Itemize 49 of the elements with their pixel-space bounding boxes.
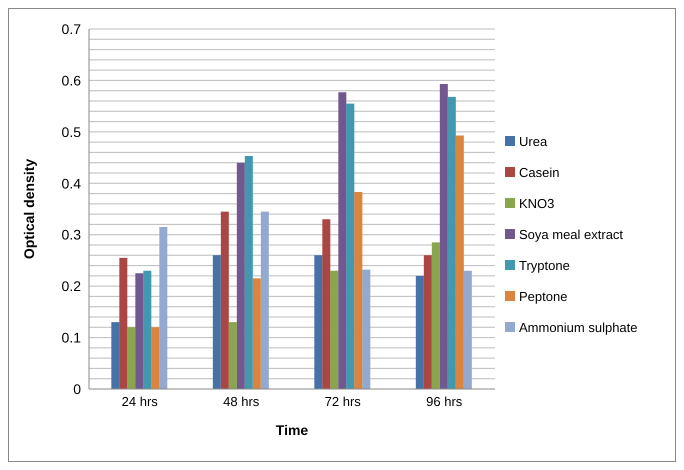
bar [464,270,472,389]
x-axis-title: Time [276,422,308,438]
bar [440,84,448,389]
bar [127,327,136,389]
bar [346,104,354,389]
legend-label: Tryptone [519,258,570,272]
x-tick-label: 48 hrs [223,394,260,410]
bar [354,192,362,389]
bar [314,255,322,389]
y-tick-label: 0 [73,380,82,397]
y-tick-label: 0.1 [62,330,82,346]
bar [448,96,456,389]
x-tick-label: 96 hrs [426,394,463,410]
bar [212,255,221,389]
bar [260,212,269,389]
bar [236,162,245,389]
bar [424,255,432,389]
y-tick-label: 0.5 [62,124,82,140]
bar [362,270,370,389]
y-axis-title: Optical density [20,158,37,260]
legend-label: Ammonium sulphate [519,320,638,334]
legend-label: Peptone [519,288,568,304]
bar [456,135,464,389]
y-tick-label: 0.6 [62,72,82,88]
bar [135,273,144,389]
bar [143,270,152,389]
legend-label: KNO3 [519,196,554,210]
y-tick-label: 0.4 [62,175,82,192]
bar [228,322,237,389]
y-tick-label: 0.7 [62,20,82,37]
bar [416,276,424,389]
legend-label: Casein [519,164,560,180]
y-tick-label: 0.2 [62,278,82,294]
bar [322,219,330,389]
bar [151,327,160,389]
x-tick-label: 24 hrs [122,394,158,410]
bar [111,322,120,389]
bar [252,278,261,389]
bar [220,212,229,389]
x-tick-label: 72 hrs [324,394,362,410]
bar [338,92,346,389]
legend-label: Soya meal extract [519,226,624,242]
bar [330,270,338,389]
legend-label: Urea [519,134,548,148]
bar [119,258,128,389]
bar [159,227,168,389]
bar [244,156,253,389]
y-tick-label: 0.3 [62,226,82,243]
bar [432,242,440,389]
